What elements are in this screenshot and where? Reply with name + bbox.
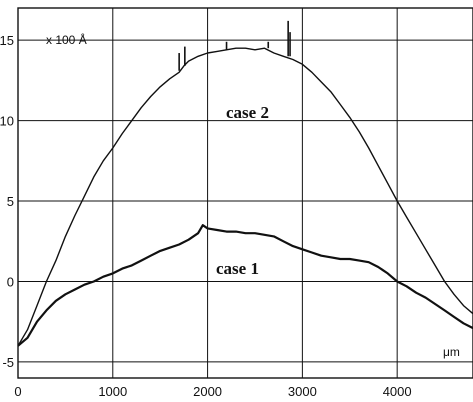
x-tick-label: 2000	[193, 384, 222, 399]
x-tick-label: 4000	[383, 384, 412, 399]
y-tick-label: 5	[7, 194, 14, 209]
series-line-case-2	[17, 47, 473, 347]
y-tick-label: -5	[2, 355, 14, 370]
y-tick-label: 15	[0, 33, 14, 48]
noise-spikes	[178, 20, 291, 71]
x-tick-label: 0	[14, 384, 21, 399]
x-unit-label: μm	[443, 345, 460, 359]
y-unit-label: x 100 Å	[46, 32, 87, 47]
series-label-case-2: case 2	[226, 103, 269, 122]
series-label-case-1: case 1	[216, 259, 259, 278]
series-line-case-1	[17, 224, 473, 347]
x-tick-label: 3000	[288, 384, 317, 399]
y-tick-label: 10	[0, 114, 14, 129]
x-tick-label: 1000	[98, 384, 127, 399]
y-tick-label: 0	[7, 274, 14, 289]
series-layer	[17, 47, 473, 347]
